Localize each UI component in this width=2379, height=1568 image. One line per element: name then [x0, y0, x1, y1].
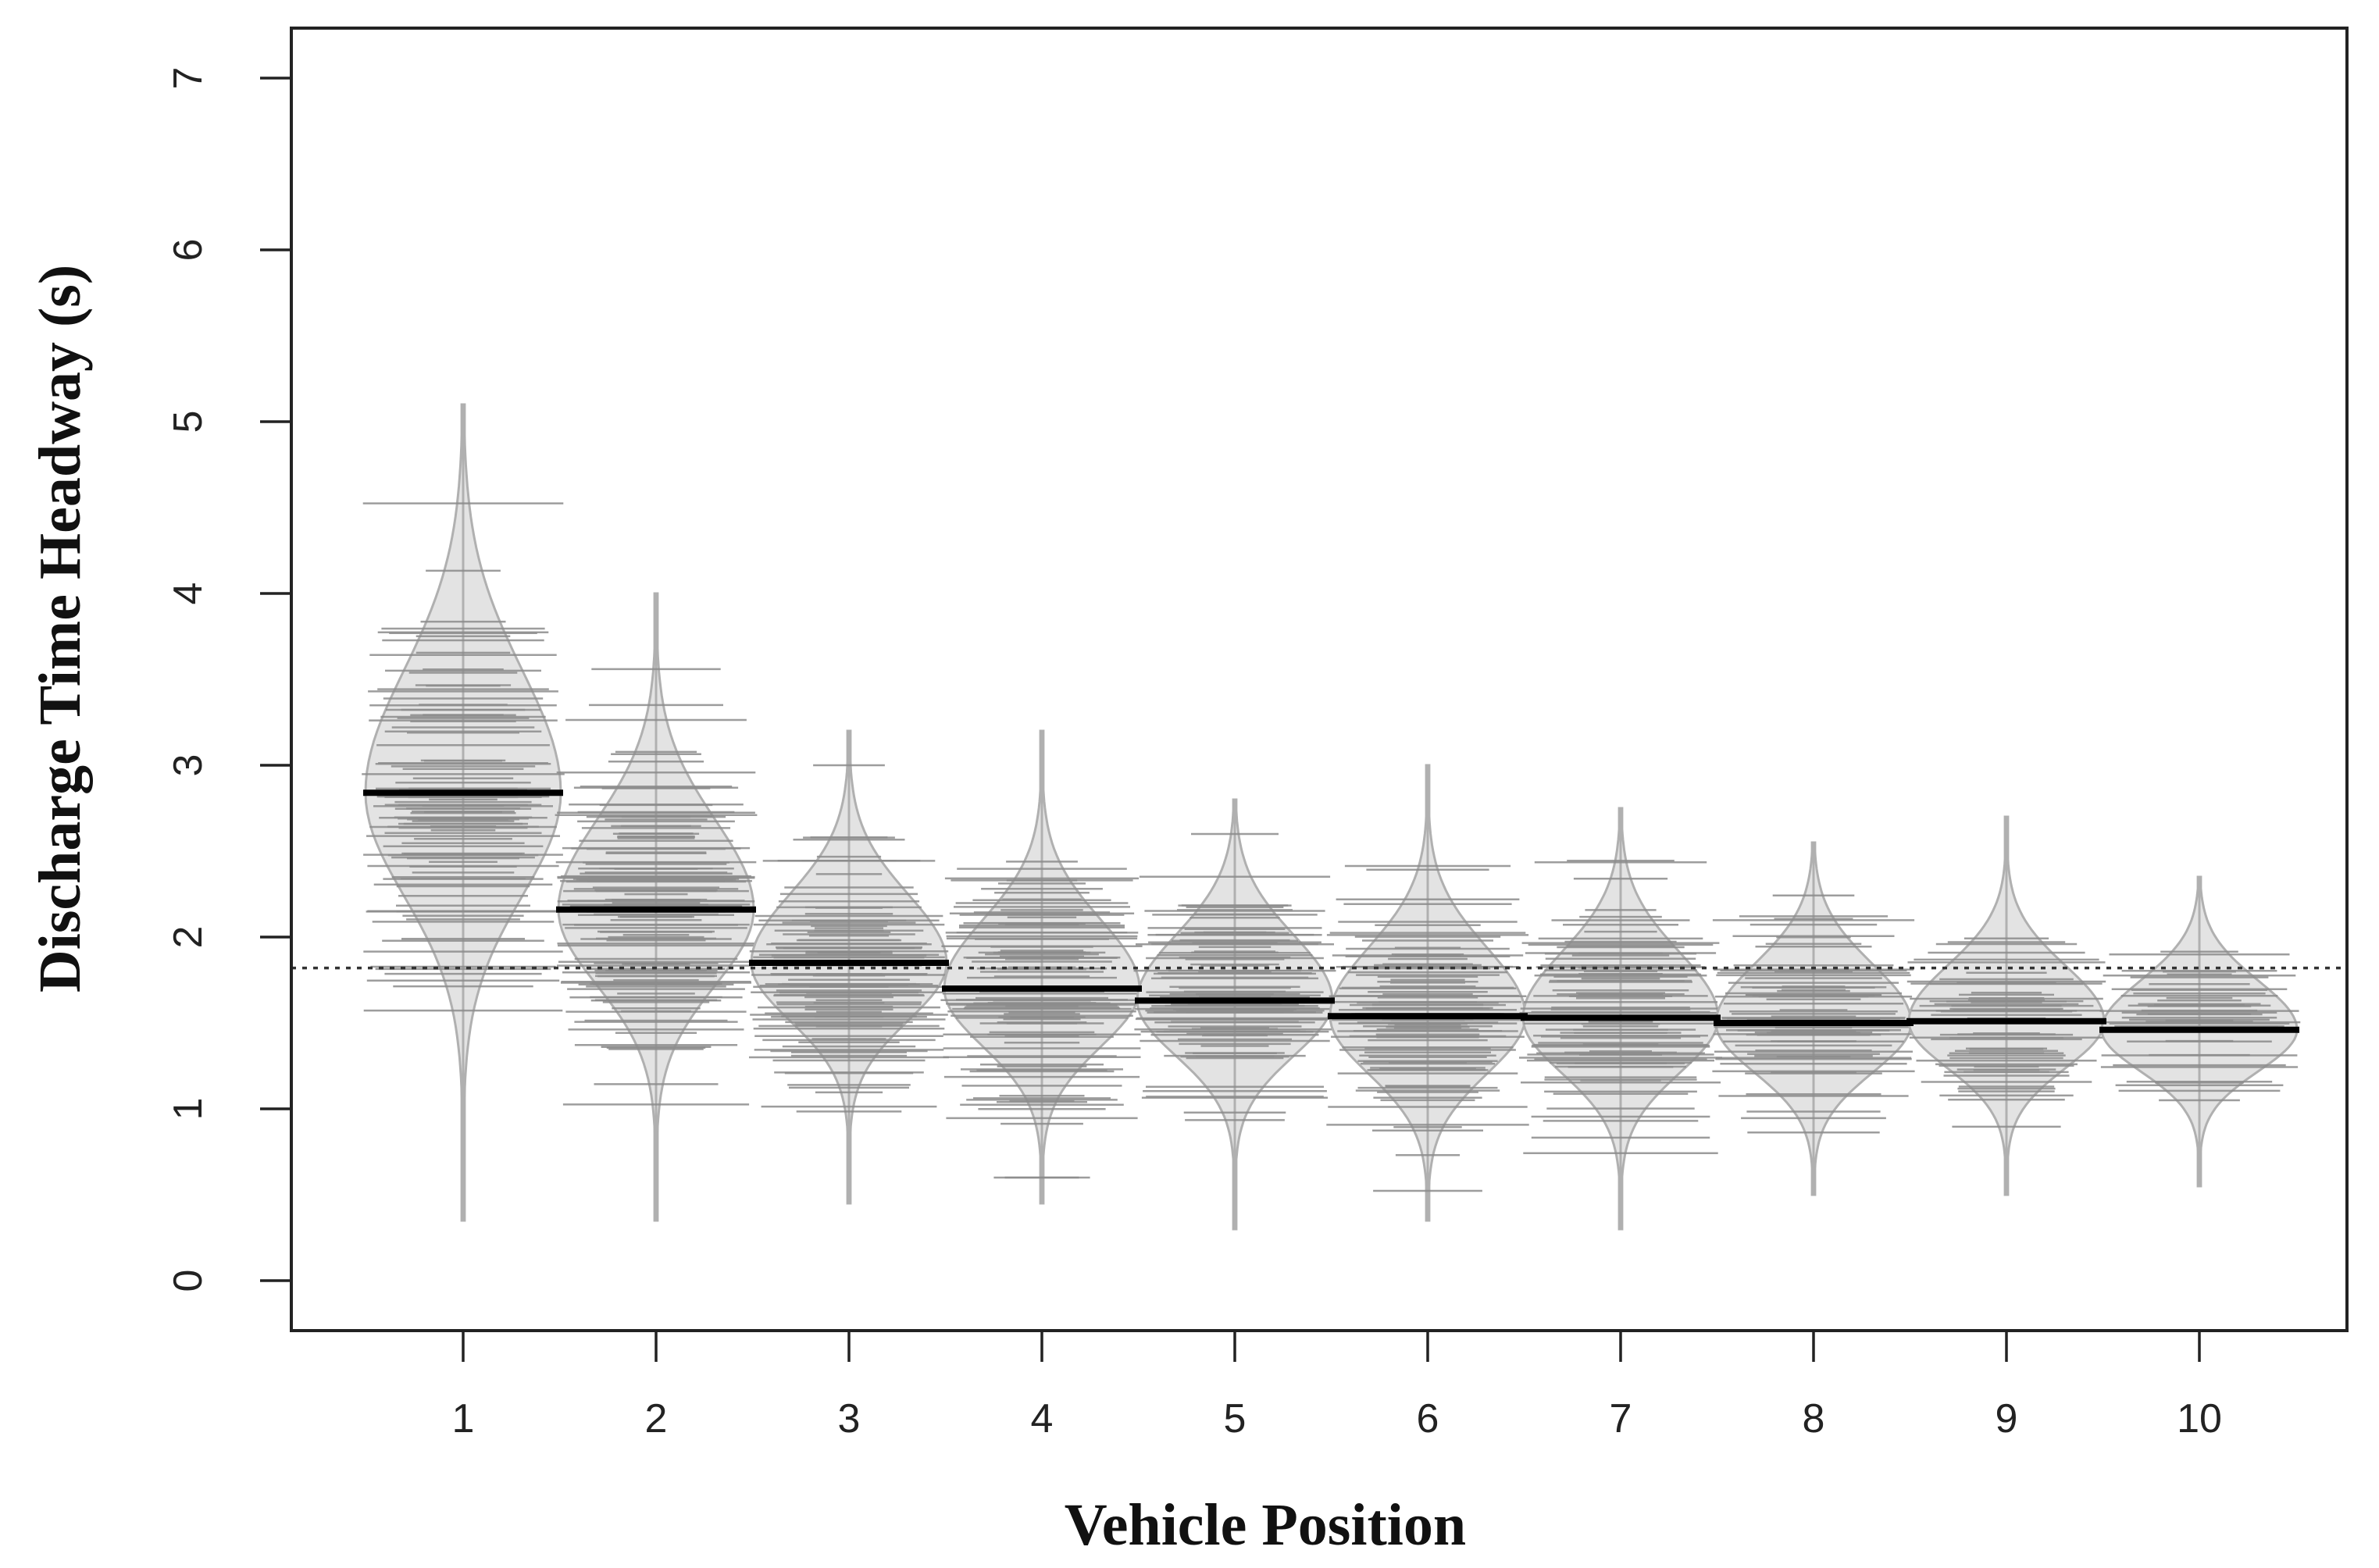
x-tick-label: 7: [1610, 1396, 1632, 1441]
x-axis-title: Vehicle Position: [1065, 1492, 1466, 1558]
y-axis: 0 1 2 3 4 5 6 7: [166, 67, 291, 1292]
bean-group-9: [1906, 815, 2106, 1196]
x-tick-label: 8: [1803, 1396, 1825, 1441]
group-means-layer: [363, 789, 2299, 1033]
bean-group-8: [1712, 841, 1915, 1196]
beans-layer: [362, 403, 2301, 1231]
y-tick-label: 1: [166, 1098, 211, 1121]
x-tick-label: 4: [1031, 1396, 1054, 1441]
x-tick-label: 3: [838, 1396, 861, 1441]
x-tick-label: 10: [2177, 1396, 2222, 1441]
y-tick-label: 4: [166, 583, 211, 605]
y-tick-label: 6: [166, 239, 211, 262]
bean-group-1: [362, 403, 565, 1222]
x-tick-label: 1: [452, 1396, 475, 1441]
bean-group-6: [1326, 764, 1529, 1222]
y-axis-title: Discharge Time Headway (s): [27, 265, 93, 992]
x-tick-label: 2: [645, 1396, 668, 1441]
y-tick-label: 3: [166, 754, 211, 777]
x-tick-label: 9: [1996, 1396, 2018, 1441]
y-tick-label: 2: [166, 926, 211, 949]
y-tick-label: 5: [166, 411, 211, 433]
x-tick-label: 5: [1224, 1396, 1247, 1441]
y-tick-label: 7: [166, 67, 211, 90]
bean-group-5: [1133, 798, 1336, 1231]
bean-group-4: [940, 729, 1143, 1205]
x-tick-label: 6: [1417, 1396, 1439, 1441]
x-axis: 1 2 3 4 5 6 7 8 9 10: [452, 1331, 2222, 1441]
y-tick-label: 0: [166, 1270, 211, 1292]
plot-frame: [290, 27, 2349, 1332]
